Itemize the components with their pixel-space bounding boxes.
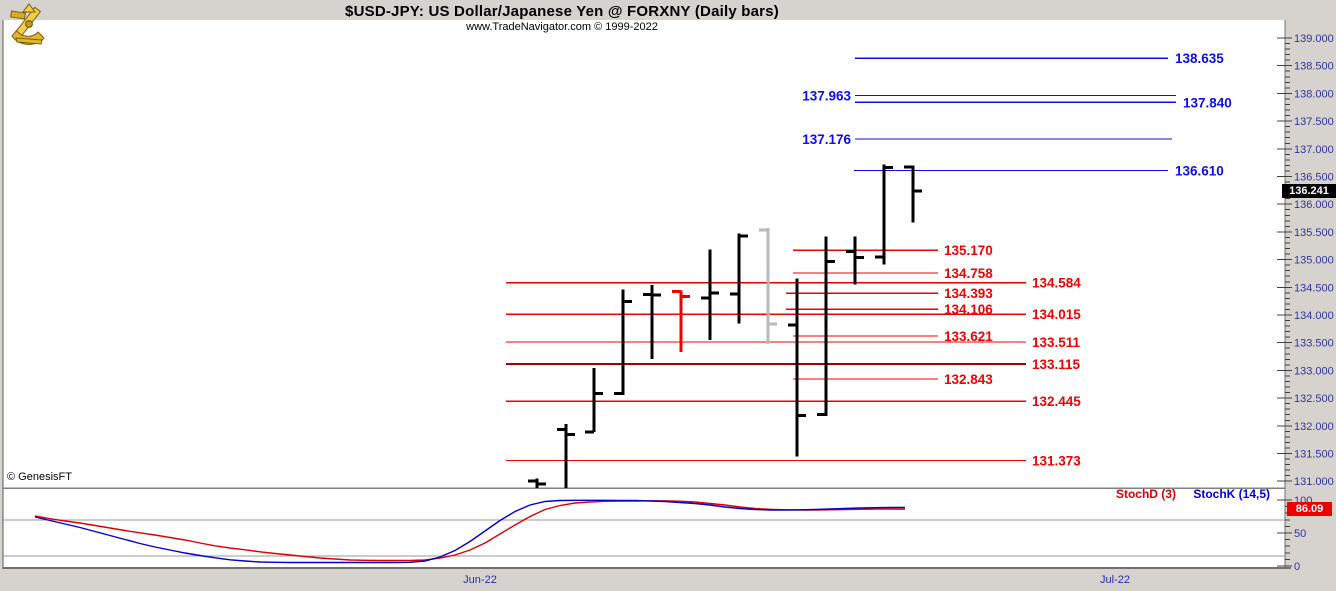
stochastics-legend: StochD (3) StochK (14,5) [1102, 487, 1270, 501]
support-level-label: 133.621 [944, 329, 993, 344]
support-level-label: 132.843 [944, 372, 993, 387]
support-level-label: 132.445 [1032, 394, 1081, 409]
price-bar [904, 165, 922, 223]
y-axis-tick-label: 132.000 [1294, 421, 1334, 433]
main-price-panel [3, 20, 1285, 488]
support-level-label: 133.511 [1032, 335, 1081, 350]
price-bar [585, 368, 603, 434]
legend-stochd[interactable]: StochD (3) [1115, 487, 1176, 501]
y-axis-tick-label: 131.500 [1294, 449, 1334, 461]
resistance-level-label: 138.635 [1175, 51, 1224, 66]
y-axis-tick-label: 134.500 [1294, 282, 1334, 294]
chart-title: $USD-JPY: US Dollar/Japanese Yen @ FORXN… [345, 3, 779, 20]
resistance-level-label: 137.963 [802, 88, 851, 103]
legend-stochk[interactable]: StochK (14,5) [1193, 487, 1270, 501]
y-axis-tick-label: 135.500 [1294, 227, 1334, 239]
y-axis-tick-label: 135.000 [1294, 255, 1334, 267]
y-axis-tick-label: 134.000 [1294, 310, 1334, 322]
stoch-axis-tick-label: 0 [1294, 561, 1300, 573]
support-level-label: 134.015 [1032, 307, 1081, 322]
y-axis-tick-label: 139.000 [1294, 33, 1334, 45]
stochd-line [34, 500, 906, 562]
price-bar [672, 290, 690, 353]
price-bar [701, 249, 719, 340]
price-bar [759, 228, 777, 344]
price-bar [788, 278, 806, 457]
genesisft-logo-icon [8, 2, 50, 48]
resistance-level-label: 136.610 [1175, 163, 1224, 178]
resistance-level-label: 137.176 [802, 132, 851, 147]
price-bar [528, 478, 546, 488]
support-level-label: 135.170 [944, 243, 993, 258]
support-level-label: 133.115 [1032, 357, 1081, 372]
price-bar [614, 289, 632, 396]
genesisft-copyright: © GenesisFT [7, 471, 72, 483]
stoch-last-value-badge: 86.09 [1287, 502, 1332, 516]
y-axis-tick-label: 137.500 [1294, 116, 1334, 128]
y-axis-tick-label: 133.000 [1294, 365, 1334, 377]
y-axis-tick-label: 136.000 [1294, 199, 1334, 211]
price-bar [875, 164, 893, 265]
price-bar [643, 285, 661, 359]
support-level-label: 131.373 [1032, 454, 1081, 469]
y-axis-tick-label: 138.000 [1294, 88, 1334, 100]
stoch-axis-tick-label: 50 [1294, 528, 1306, 540]
support-level-label: 134.758 [944, 266, 993, 281]
chart-subtitle: www.TradeNavigator.com © 1999-2022 [466, 21, 658, 33]
y-axis-tick-label: 132.500 [1294, 393, 1334, 405]
stochk-line [34, 499, 905, 564]
price-bar [846, 236, 864, 285]
support-level-label: 134.584 [1032, 276, 1081, 291]
y-axis-tick-label: 136.500 [1294, 172, 1334, 184]
support-level-label: 134.106 [944, 302, 993, 317]
y-axis-tick-label: 138.500 [1294, 61, 1334, 73]
x-axis-label: Jun-22 [463, 574, 497, 586]
support-level-label: 134.393 [944, 286, 993, 301]
y-axis-tick-label: 137.000 [1294, 144, 1334, 156]
resistance-level-label: 137.840 [1183, 95, 1232, 110]
y-axis-tick-label: 133.500 [1294, 338, 1334, 350]
y-axis-tick-label: 131.000 [1294, 476, 1334, 488]
x-axis-label: Jul-22 [1100, 574, 1130, 586]
price-bar [730, 233, 748, 324]
price-bar [557, 424, 575, 488]
stochastics-panel [3, 489, 1285, 567]
price-bar [817, 236, 835, 417]
last-price-badge: 136.241 [1282, 184, 1336, 198]
